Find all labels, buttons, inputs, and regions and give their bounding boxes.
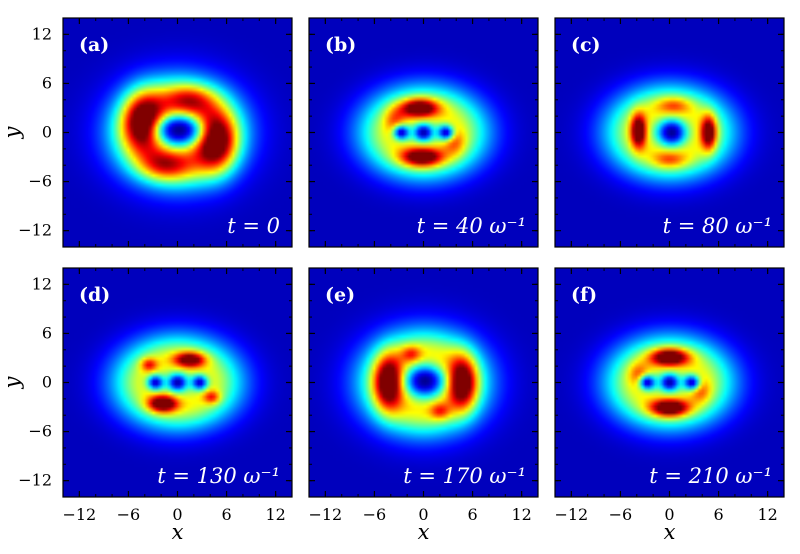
x-tick-label: 12 xyxy=(757,505,777,524)
panel-f: (f) t = 210 ω⁻¹ −12 −6 0 6 12 x xyxy=(554,267,785,544)
heatmap-image xyxy=(555,18,784,247)
time-label: t = 40 ω⁻¹ xyxy=(417,214,526,238)
x-tick-label: 6 xyxy=(221,505,231,524)
x-tick-label: −12 xyxy=(62,505,96,524)
x-axis-label: x xyxy=(664,520,676,544)
y-tick-label: −6 xyxy=(28,422,52,441)
x-axis-label: x xyxy=(418,520,430,544)
panel-label: (d) xyxy=(79,284,110,306)
x-tick-label: −12 xyxy=(554,505,588,524)
panel-e: (e) t = 170 ω⁻¹ −12 −6 0 6 12 x xyxy=(308,267,539,544)
y-tick-label: 12 xyxy=(32,24,52,43)
y-axis-label: y xyxy=(0,375,24,389)
panel-d: (d) t = 130 ω⁻¹ −12 −6 0 6 12 y −12 −6 0 6 12 x xyxy=(0,267,293,544)
heatmap-image xyxy=(555,268,784,497)
heatmap-image xyxy=(63,268,292,497)
x-tick-label: 12 xyxy=(265,505,285,524)
heatmap-image xyxy=(63,18,292,247)
y-tick-label: 12 xyxy=(32,274,52,293)
time-label: t = 80 ω⁻¹ xyxy=(663,214,772,238)
panel-label: (e) xyxy=(325,284,355,306)
y-tick-label: −12 xyxy=(18,221,52,240)
panel-c: (c) t = 80 ω⁻¹ xyxy=(554,17,785,248)
x-tick-label: 6 xyxy=(467,505,477,524)
y-tick-label: −12 xyxy=(18,471,52,490)
panel-label: (a) xyxy=(79,34,109,56)
panel-label: (f) xyxy=(571,284,597,306)
time-label: t = 130 ω⁻¹ xyxy=(157,464,280,488)
x-tick-label: 0 xyxy=(664,505,674,524)
x-tick-label: 0 xyxy=(418,505,428,524)
time-label: t = 170 ω⁻¹ xyxy=(403,464,526,488)
x-axis-label: x xyxy=(172,520,184,544)
panel-b: (b) t = 40 ω⁻¹ xyxy=(308,17,539,248)
panel-label: (c) xyxy=(571,34,601,56)
x-tick-label: −6 xyxy=(117,505,141,524)
panel-label: (b) xyxy=(325,34,356,56)
x-tick-label: −6 xyxy=(609,505,633,524)
x-tick-label: −6 xyxy=(363,505,387,524)
y-tick-label: 6 xyxy=(42,323,52,342)
y-tick-label: 0 xyxy=(42,373,52,392)
x-tick-label: 6 xyxy=(713,505,723,524)
y-tick-label: −6 xyxy=(28,172,52,191)
heatmap-image xyxy=(309,18,538,247)
panel-a: (a) t = 0 −12 −6 0 6 12 y xyxy=(0,17,293,248)
y-tick-label: 0 xyxy=(42,123,52,142)
y-tick-label: 6 xyxy=(42,73,52,92)
time-label: t = 0 xyxy=(227,214,280,238)
x-tick-label: 12 xyxy=(511,505,531,524)
heatmap-image xyxy=(309,268,538,497)
y-axis-label: y xyxy=(0,125,24,139)
x-tick-label: 0 xyxy=(172,505,182,524)
x-tick-label: −12 xyxy=(308,505,342,524)
time-label: t = 210 ω⁻¹ xyxy=(649,464,772,488)
